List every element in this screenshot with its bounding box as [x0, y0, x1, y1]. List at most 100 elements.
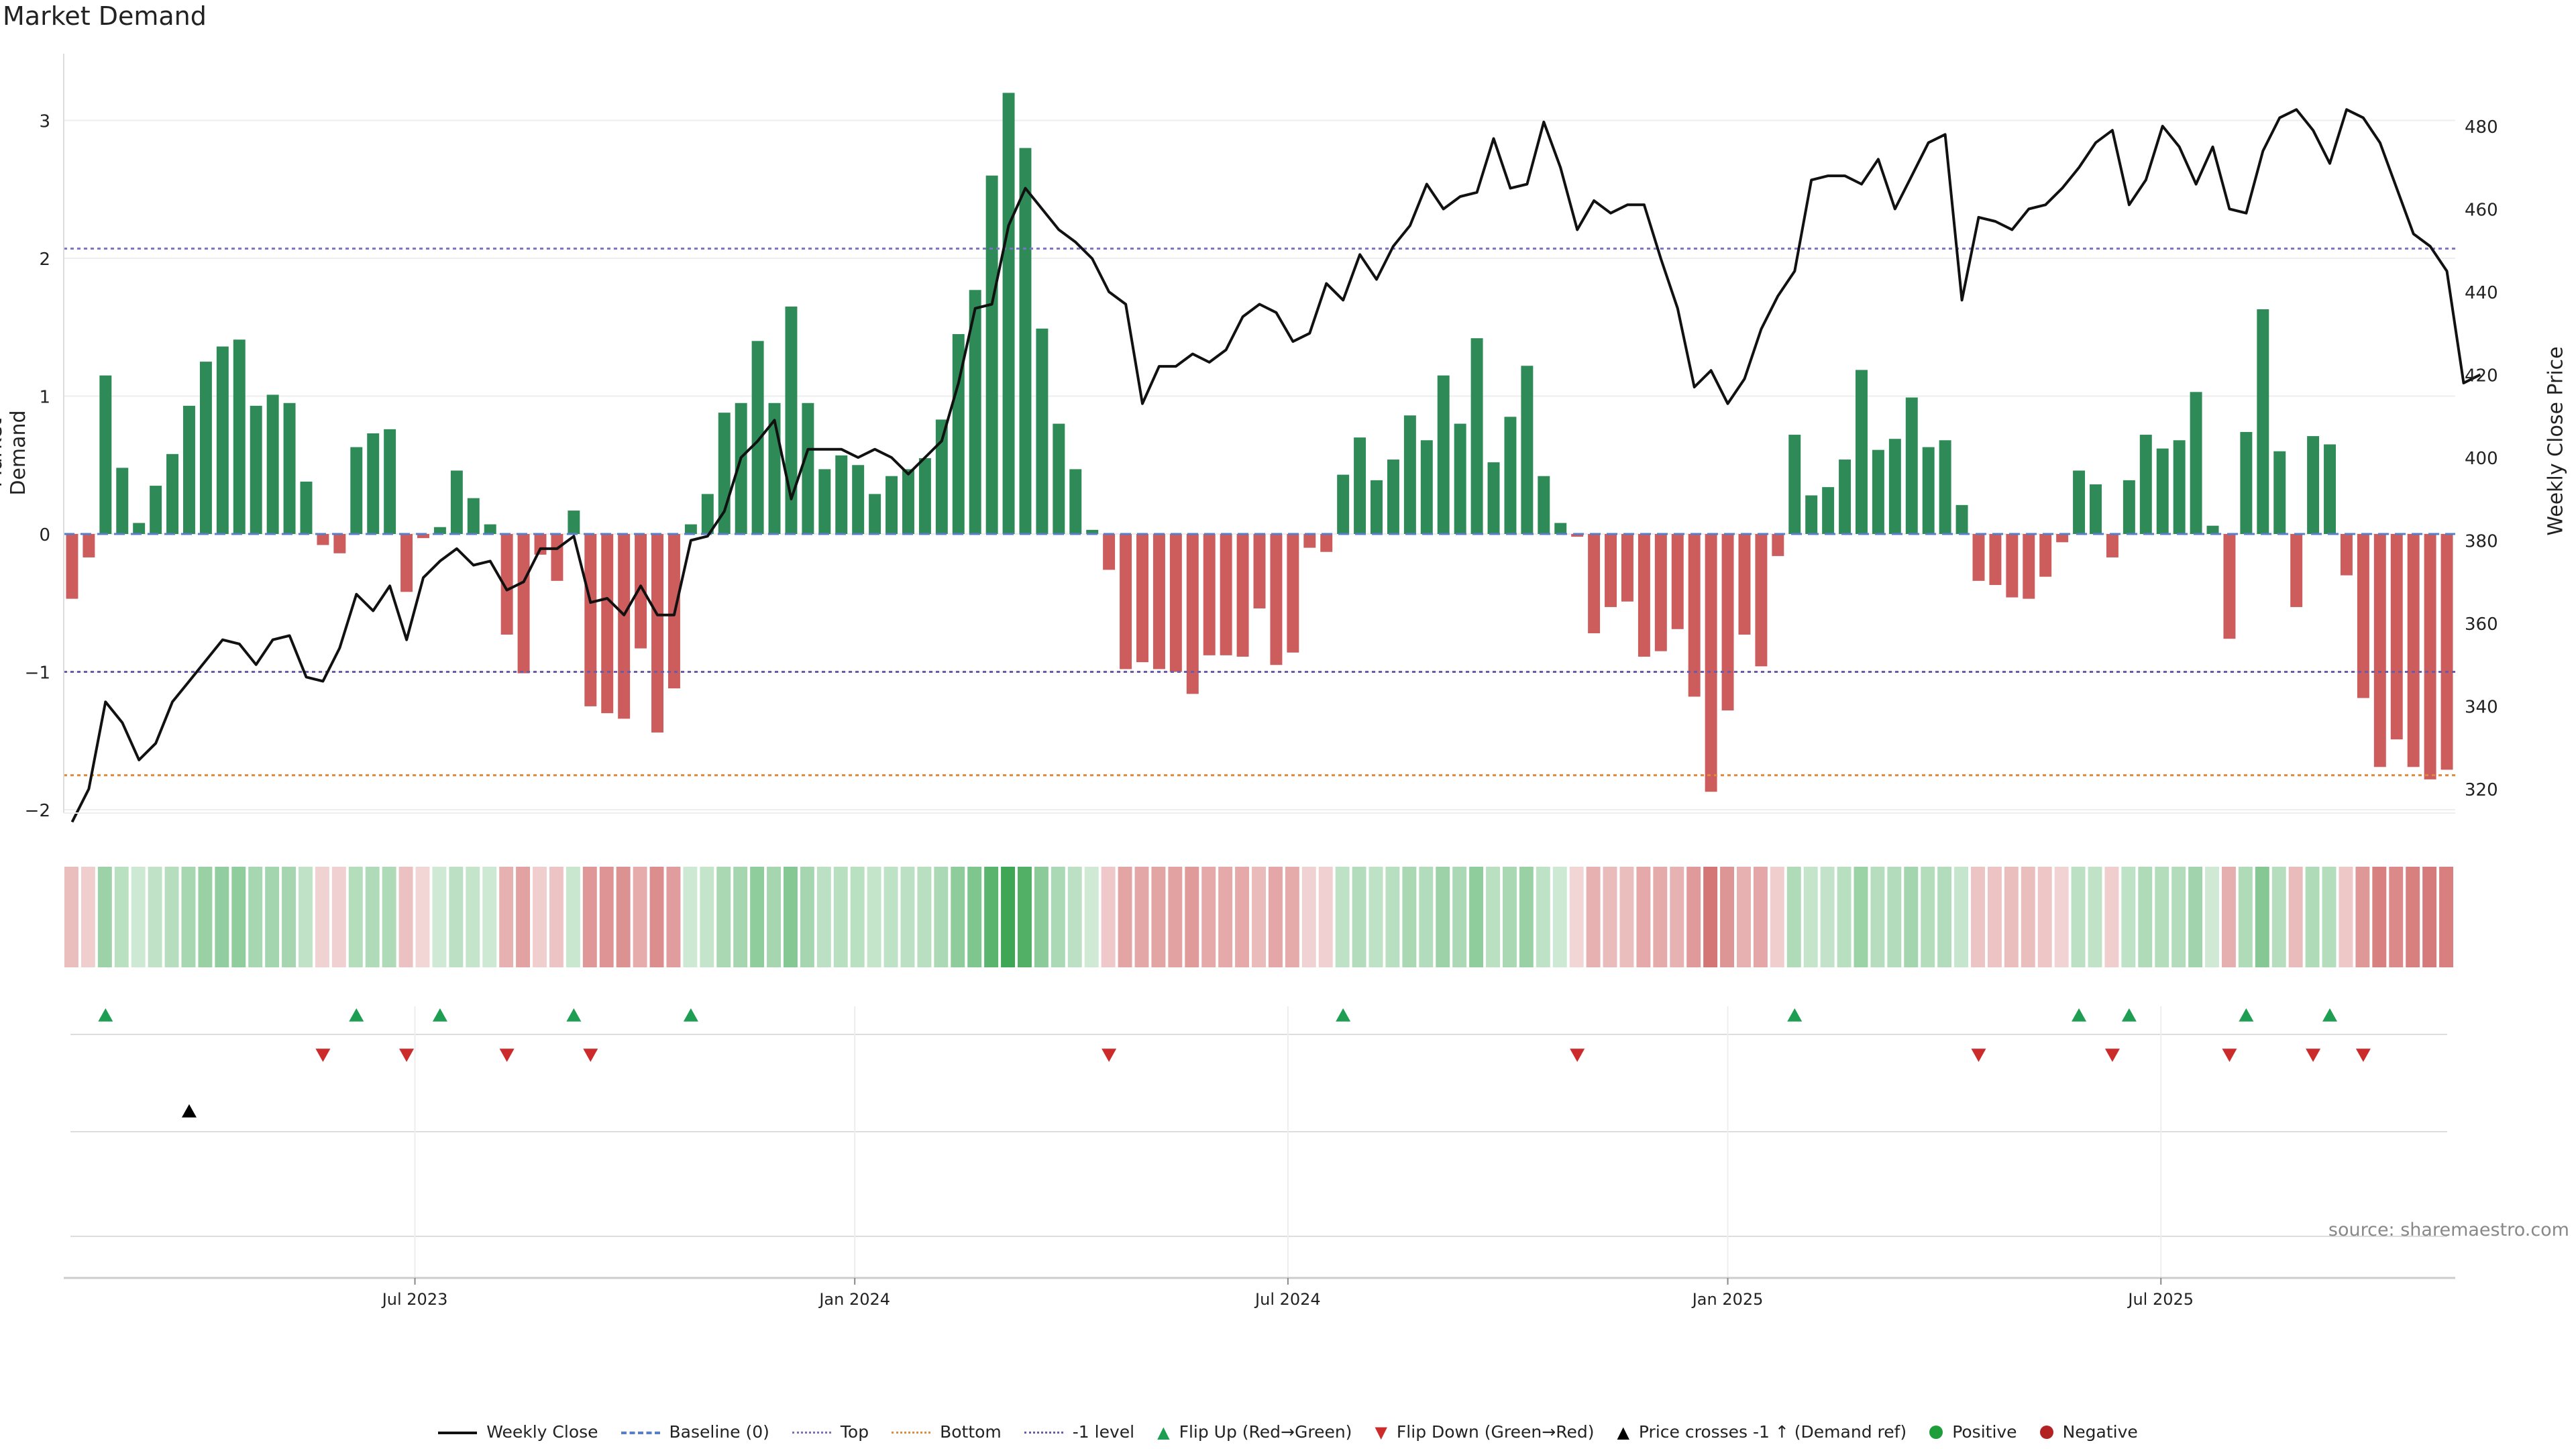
heat-cell [549, 867, 564, 967]
demand-bar [969, 290, 981, 534]
legend-swatch [892, 1428, 931, 1437]
demand-bar [1972, 534, 1985, 581]
heat-cell [967, 867, 982, 967]
demand-bar [1922, 447, 1935, 534]
flip-down-marker [1570, 1049, 1585, 1062]
demand-bar [1387, 460, 1399, 534]
demand-bar [350, 447, 363, 534]
heat-cell [2037, 867, 2052, 967]
demand-bar [2106, 534, 2118, 557]
demand-bar [2006, 534, 2019, 598]
demand-bar [2290, 534, 2303, 607]
demand-bar [1638, 534, 1650, 657]
demand-bar [150, 486, 162, 534]
x-axis: Jul 2023 Jan 2024 Jul 2024 Jan 2025 Jul 2025 [64, 1277, 2455, 1309]
heat-cell [2439, 867, 2453, 967]
flip-markers [70, 1006, 2447, 1278]
demand-bar [400, 534, 413, 592]
legend-bottom: Bottom [892, 1422, 1002, 1442]
demand-bar [852, 465, 865, 534]
x-tick-label: Jan 2025 [1691, 1290, 1764, 1309]
legend: Weekly Close Baseline (0) Top Bottom -1 … [0, 1422, 2576, 1442]
demand-bar [1019, 148, 1032, 535]
demand-bar [1772, 534, 1784, 556]
y2-tick-label: 460 [2465, 201, 2498, 221]
price-line-layer [70, 108, 2481, 823]
heat-cell [750, 867, 765, 967]
heat-cell [582, 867, 597, 967]
flip-up-marker [683, 1008, 698, 1022]
heat-cell [315, 867, 329, 967]
heat-cell [533, 867, 547, 967]
demand-bar [2340, 534, 2353, 576]
heat-cell [1335, 867, 1350, 967]
triangle-down-icon: ▼ [1375, 1422, 1387, 1442]
heat-cell [1185, 867, 1199, 967]
heat-cell [181, 867, 196, 967]
heat-cell [733, 867, 748, 967]
heat-cell [1519, 867, 1534, 967]
y2-tick-label: 340 [2465, 698, 2498, 718]
demand-bar [2039, 534, 2052, 577]
legend-positive: Positive [1929, 1422, 2017, 1442]
heat-cell [984, 867, 999, 967]
demand-bar [1554, 523, 1567, 534]
legend-flip-up: ▲ Flip Up (Red→Green) [1157, 1422, 1352, 1442]
demand-bar [818, 469, 831, 534]
y2-tick-label: 480 [2465, 117, 2498, 138]
flip-down-marker [583, 1049, 598, 1062]
demand-bar [1253, 534, 1266, 608]
legend-swatch [1024, 1428, 1063, 1437]
y-tick-label: 3 [39, 112, 50, 132]
heat-cell [1385, 867, 1400, 967]
demand-bar [2123, 480, 2135, 534]
demand-bar [1053, 423, 1065, 534]
demand-bar [500, 534, 513, 635]
y-axis-label-right: Weekly Close Price [2544, 346, 2568, 536]
chart-title: Market Demand [3, 1, 207, 31]
heat-cell [2021, 867, 2035, 967]
heat-cell [2305, 867, 2320, 967]
heat-cell [1987, 867, 2002, 967]
demand-bar [2373, 534, 2386, 767]
heat-cell [1887, 867, 1902, 967]
heat-cell [599, 867, 614, 967]
heat-cell [1084, 867, 1099, 967]
demand-bar [935, 419, 948, 534]
demand-bar [1470, 338, 1483, 534]
demand-bar [1738, 534, 1751, 635]
heat-cell [1018, 867, 1032, 967]
y-tick-label: −1 [25, 663, 50, 684]
legend-flip-down: ▼ Flip Down (Green→Red) [1375, 1422, 1595, 1442]
demand-bar [1287, 534, 1299, 653]
heat-cell [1502, 867, 1517, 967]
heat-cell [2004, 867, 2019, 967]
heat-cell [633, 867, 647, 967]
heat-cell [850, 867, 865, 967]
demand-bar [1036, 328, 1049, 534]
heat-cell [2255, 867, 2269, 967]
y-tick-label: −2 [25, 801, 50, 821]
demand-bar [751, 341, 764, 534]
demand-bar [467, 498, 480, 534]
heat-cell [248, 867, 263, 967]
demand-bar [1437, 375, 1450, 534]
demand-bar [367, 433, 380, 534]
heat-cell [1870, 867, 1885, 967]
heat-cell [1937, 867, 1952, 967]
demand-bar [2240, 431, 2253, 534]
heat-cell [2104, 867, 2119, 967]
reference-lines [64, 248, 2455, 777]
demand-bar [1120, 534, 1132, 669]
heat-cell [348, 867, 363, 967]
demand-bar [2307, 436, 2320, 534]
demand-bar [1588, 534, 1601, 633]
heat-cell [1436, 867, 1450, 967]
demand-bar [250, 405, 262, 534]
heat-cell [1686, 867, 1701, 967]
heat-cell [1770, 867, 1784, 967]
heat-cell [716, 867, 731, 967]
demand-bar [1705, 534, 1717, 792]
demand-bar [1002, 93, 1015, 534]
